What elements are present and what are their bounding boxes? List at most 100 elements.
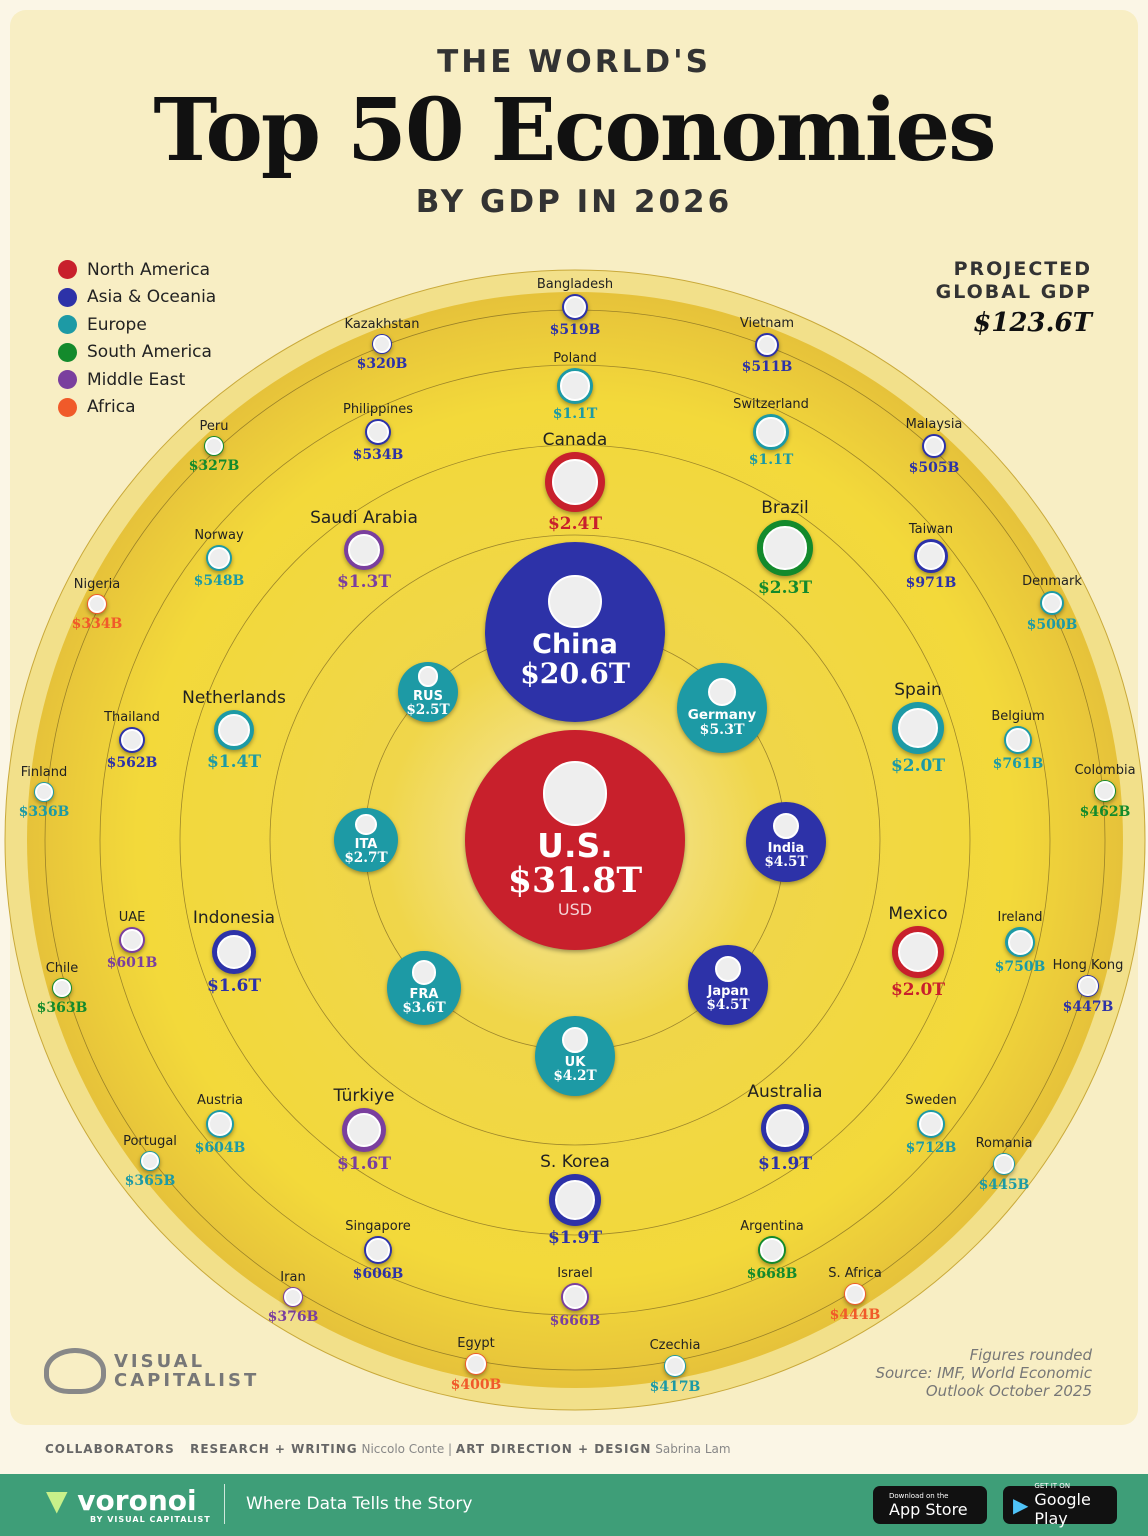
bubble-netherlands[interactable] — [214, 710, 254, 750]
bubble-uk[interactable]: UK $4.2T — [535, 1016, 615, 1096]
bubble-peru[interactable] — [204, 436, 224, 456]
collaborators: COLLABORATORS RESEARCH + WRITING Niccolo… — [45, 1442, 731, 1456]
bubble-fra[interactable]: FRA $3.6T — [387, 951, 461, 1025]
app-store-label: App Store — [889, 1499, 968, 1519]
gdp-value: $606B — [352, 1266, 404, 1282]
legend-item: North America — [58, 256, 216, 284]
design-name: Sabrina Lam — [655, 1442, 731, 1456]
gdp-value: $1.9T — [547, 1228, 603, 1248]
bubble-romania[interactable] — [993, 1153, 1015, 1175]
gdp-value: $4.5T — [764, 854, 808, 871]
bubble-china[interactable]: China $20.6T — [485, 542, 665, 722]
gdp-value: $1.6T — [336, 1154, 392, 1174]
bubble-argentina[interactable] — [758, 1236, 786, 1264]
legend-label: Europe — [87, 314, 147, 335]
bubble-germany[interactable]: Germany $5.3T — [677, 663, 767, 753]
country-name: China — [532, 629, 618, 661]
flag-icon — [53, 979, 71, 997]
bubble-brazil[interactable] — [757, 520, 813, 576]
bubble-czechia[interactable] — [664, 1355, 686, 1377]
voronoi-logo[interactable]: ▼ voronoi BY VISUAL CAPITALIST — [46, 1484, 211, 1524]
bubble-poland[interactable] — [557, 368, 593, 404]
google-play-button[interactable]: ▶ GET IT ON Google Play — [1003, 1482, 1117, 1528]
gdp-value: $5.3T — [699, 721, 745, 738]
legend-label: Asia & Oceania — [87, 287, 217, 308]
bubble-sweden[interactable] — [917, 1110, 945, 1138]
gdp-value: $400B — [450, 1377, 502, 1393]
bubble-philippines[interactable] — [365, 419, 391, 445]
bubble-uae[interactable] — [119, 927, 145, 953]
gdp-value: $334B — [71, 616, 123, 632]
bubble-indonesia[interactable] — [212, 930, 256, 974]
country-name: Egypt — [457, 1336, 495, 1351]
bubble-iran[interactable] — [283, 1287, 303, 1307]
country-name: UAE — [118, 910, 146, 925]
bubble-thailand[interactable] — [119, 727, 145, 753]
bubble-t-rkiye[interactable] — [342, 1108, 386, 1152]
legend-swatch — [58, 287, 77, 307]
country-name: Poland — [553, 351, 597, 366]
bubble-vietnam[interactable] — [755, 333, 779, 357]
bubble-nigeria[interactable] — [87, 594, 107, 614]
gdp-value: $500B — [1026, 617, 1078, 633]
gdp-value: $511B — [741, 359, 793, 375]
bubble-ireland[interactable] — [1005, 927, 1035, 957]
gdp-value: $2.0T — [890, 756, 946, 776]
bubble-taiwan[interactable] — [914, 539, 948, 573]
gdp-value: $534B — [352, 447, 404, 463]
bubble-singapore[interactable] — [364, 1236, 392, 1264]
bubble-s-africa[interactable] — [844, 1283, 866, 1305]
bubble-belgium[interactable] — [1004, 726, 1032, 754]
gdp-value: $327B — [188, 458, 240, 474]
country-name: Spain — [894, 680, 942, 700]
country-name: Netherlands — [182, 688, 286, 708]
flag-icon — [355, 813, 377, 836]
bubble-spain[interactable] — [892, 702, 944, 754]
bubble-mexico[interactable] — [892, 926, 944, 978]
bubble-kazakhstan[interactable] — [372, 334, 392, 354]
bubble-bangladesh[interactable] — [562, 294, 588, 320]
bubble-egypt[interactable] — [465, 1353, 487, 1375]
gdp-value: $363B — [36, 1000, 88, 1016]
flag-icon — [994, 1154, 1014, 1174]
bubble-hong-kong[interactable] — [1077, 975, 1099, 997]
bubble-s-korea[interactable] — [549, 1174, 601, 1226]
bubble-malaysia[interactable] — [922, 434, 946, 458]
global-gdp-label: GLOBAL GDP — [935, 281, 1092, 303]
bubble-canada[interactable] — [545, 452, 605, 512]
bubble-finland[interactable] — [34, 782, 54, 802]
bubble-norway[interactable] — [206, 545, 232, 571]
legend-label: South America — [87, 342, 212, 363]
flag-icon — [216, 934, 252, 970]
gdp-value: $20.6T — [520, 656, 630, 691]
source-line: Source: IMF, World Economic — [875, 1364, 1092, 1382]
bubble-austria[interactable] — [206, 1110, 234, 1138]
bubble-saudi-arabia[interactable] — [344, 530, 384, 570]
country-name: Portugal — [123, 1134, 177, 1149]
bubble-colombia[interactable] — [1094, 780, 1116, 802]
app-store-button[interactable]: Download on the App Store — [873, 1486, 987, 1524]
country-name: Malaysia — [905, 417, 963, 432]
bubble-india[interactable]: India $4.5T — [746, 802, 826, 882]
gdp-value: $1.4T — [206, 752, 262, 772]
flag-icon — [560, 371, 590, 401]
bubble-ita[interactable]: ITA $2.7T — [334, 808, 398, 872]
gdp-value: $31.8T — [507, 859, 643, 901]
country-name: Thailand — [104, 710, 160, 725]
bubble-denmark[interactable] — [1040, 591, 1064, 615]
brand-name: voronoi — [77, 1484, 197, 1517]
divider — [224, 1484, 225, 1524]
bubble-japan[interactable]: Japan $4.5T — [688, 945, 768, 1025]
bubble-chile[interactable] — [52, 978, 72, 998]
design-label: ART DIRECTION + DESIGN — [455, 1442, 652, 1456]
bubble-australia[interactable] — [761, 1104, 809, 1152]
bubble-rus[interactable]: RUS $2.5T — [398, 662, 458, 722]
logo-text: VISUAL — [114, 1351, 206, 1372]
bubble-israel[interactable] — [561, 1283, 589, 1311]
bubble-switzerland[interactable] — [753, 414, 789, 450]
bubble-u-s-[interactable]: U.S. $31.8T USD — [465, 730, 685, 950]
ring — [99, 364, 1051, 1316]
country-name: Brazil — [761, 498, 809, 518]
gdp-value: $1.1T — [748, 452, 794, 468]
bubble-portugal[interactable] — [140, 1151, 160, 1171]
